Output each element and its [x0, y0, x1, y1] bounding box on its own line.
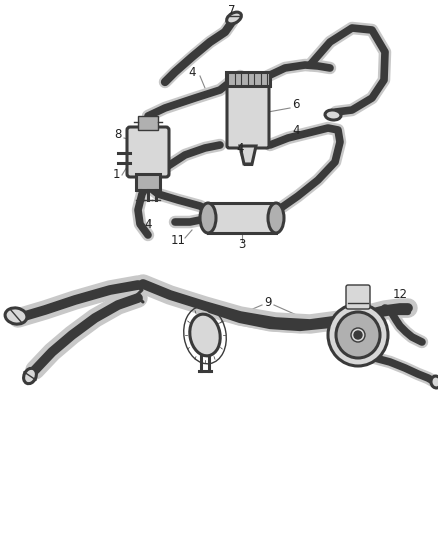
Ellipse shape — [336, 312, 380, 358]
Ellipse shape — [5, 308, 27, 324]
Ellipse shape — [325, 110, 341, 120]
Circle shape — [354, 331, 362, 339]
Text: 1: 1 — [112, 168, 120, 182]
Ellipse shape — [268, 203, 284, 233]
Bar — [138, 116, 158, 130]
Text: 6: 6 — [292, 99, 300, 111]
FancyBboxPatch shape — [127, 127, 169, 177]
Text: 9: 9 — [264, 295, 272, 309]
Text: 8: 8 — [114, 128, 122, 141]
Ellipse shape — [200, 203, 216, 233]
Ellipse shape — [226, 12, 241, 24]
Ellipse shape — [431, 376, 438, 388]
FancyBboxPatch shape — [346, 285, 370, 309]
Bar — [208, 203, 276, 233]
Polygon shape — [240, 146, 256, 164]
Text: 4: 4 — [292, 124, 300, 136]
Text: 4: 4 — [188, 66, 196, 78]
Ellipse shape — [351, 328, 365, 342]
Text: 3: 3 — [238, 238, 246, 252]
Text: 4: 4 — [236, 141, 244, 155]
Ellipse shape — [328, 304, 388, 366]
Ellipse shape — [24, 368, 36, 384]
Ellipse shape — [190, 314, 220, 356]
FancyBboxPatch shape — [227, 82, 269, 148]
Text: 11: 11 — [170, 233, 186, 246]
Text: 7: 7 — [228, 4, 236, 17]
Text: 12: 12 — [392, 288, 407, 302]
Bar — [226, 72, 270, 86]
Text: 4: 4 — [144, 219, 152, 231]
Bar — [136, 174, 160, 190]
